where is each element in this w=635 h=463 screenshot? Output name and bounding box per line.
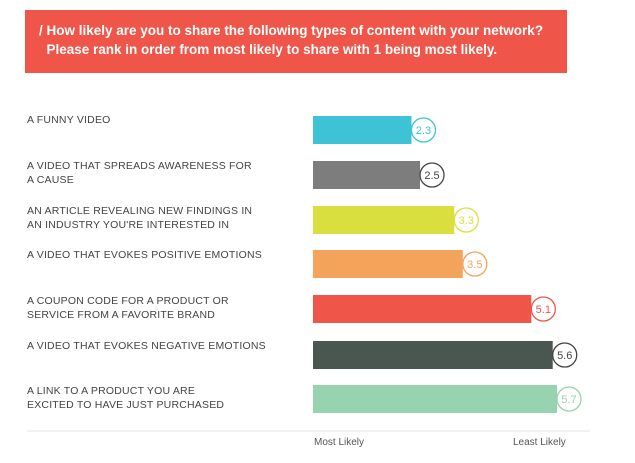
- question-banner: / How likely are you to share the follow…: [25, 10, 567, 73]
- value-label-awareness-video: 2.5: [424, 170, 439, 182]
- value-label-coupon-code: 5.1: [536, 304, 551, 316]
- question-line-1: / How likely are you to share the follow…: [39, 23, 544, 38]
- x-axis-label-least-likely: Least Likely: [513, 437, 566, 448]
- value-bubble-article-findings: [453, 207, 479, 233]
- bar-funny-video: [313, 116, 412, 144]
- x-axis-label-most-likely: Most Likely: [314, 437, 365, 448]
- category-label-product-link: A LINK TO A PRODUCT YOU ARE EXCITED TO H…: [27, 385, 225, 411]
- bar-negative-emotions: [313, 341, 553, 369]
- bar-positive-emotions: [313, 250, 463, 278]
- bar-coupon-code: [313, 295, 532, 323]
- value-label-funny-video: 2.3: [416, 125, 431, 137]
- bar-awareness-video: [313, 161, 421, 189]
- bar-product-link: [313, 385, 557, 413]
- question-line-2: Please rank in order from most likely to…: [39, 42, 498, 57]
- category-label-positive-emotions: A VIDEO THAT EVOKES POSITIVE EMOTIONS: [27, 249, 262, 261]
- bars-layer: 2.3 2.5 3.3 3.5 5.1 5.6 5.7: [313, 116, 582, 413]
- category-label-coupon-code: A COUPON CODE FOR A PRODUCT OR SERVICE F…: [27, 295, 229, 321]
- category-label-article-findings: AN ARTICLE REVEALING NEW FINDINGS IN AN …: [27, 205, 253, 231]
- value-label-product-link: 5.7: [561, 394, 576, 406]
- value-label-negative-emotions: 5.6: [557, 350, 572, 362]
- value-label-article-findings: 3.3: [459, 215, 474, 227]
- value-bubble-negative-emotions: [552, 342, 578, 368]
- value-bubble-coupon-code: [530, 296, 556, 322]
- value-bubble-positive-emotions: [462, 251, 488, 277]
- value-bubble-awareness-video: [419, 162, 445, 188]
- category-label-funny-video: A FUNNY VIDEO: [27, 114, 111, 126]
- value-bubble-funny-video: [410, 117, 437, 143]
- category-label-awareness-video: A VIDEO THAT SPREADS AWARENESS FOR A CAU…: [27, 160, 252, 186]
- value-bubble-product-link: [556, 386, 582, 412]
- value-label-positive-emotions: 3.5: [467, 259, 482, 271]
- bar-article-findings: [313, 206, 455, 234]
- category-label-negative-emotions: A VIDEO THAT EVOKES NEGATIVE EMOTIONS: [27, 340, 266, 352]
